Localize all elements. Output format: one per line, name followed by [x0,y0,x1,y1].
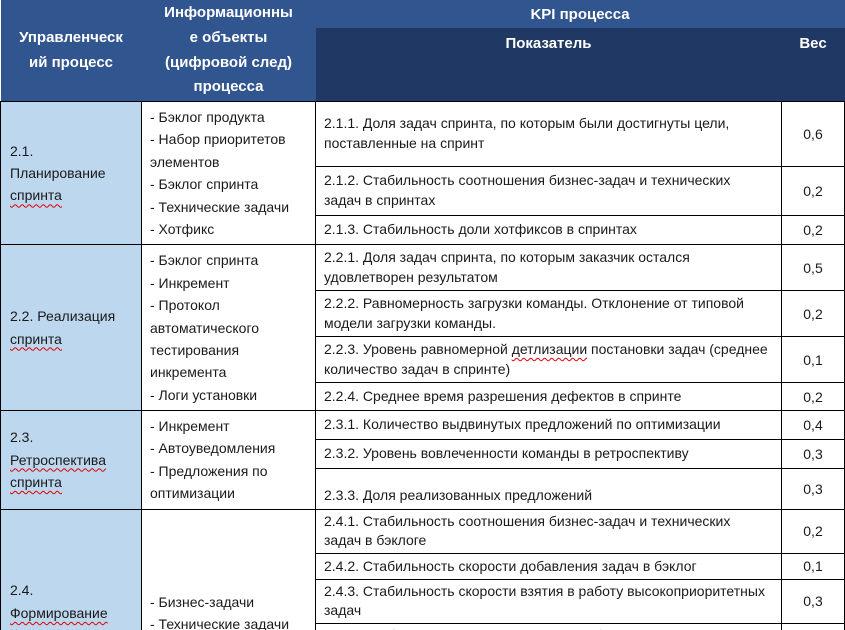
kpi-indicator-cell: 2.1.3. Стабильность доли хотфиксов в спр… [315,214,782,246]
info-object-item: - Бэклог продукта [150,109,265,125]
kpi-weight-cell: 0,2 [780,165,845,216]
info-object-item: - Инкремент [150,274,230,291]
misspelled-word: Ретроспектива [10,451,106,468]
kpi-row: 2.2.2. Равномерность загрузки команды. О… [1,290,845,338]
kpi-weight-cell: 0,3 [780,438,845,469]
column-header-indicator: Показатель [315,28,782,102]
column-header-kpi-group: KPI процесса [315,0,845,28]
header-row-sub: Показатель Вес [1,28,845,102]
process-cell: 2.1. Планирование спринта [0,100,142,246]
column-header-management-process: Управленческ ий процесс [0,0,142,102]
info-object-item: - Набор приоритетов элементов [150,131,286,170]
kpi-indicator-cell: 2.4.3. Стабильность скорости взятия в ра… [315,578,782,625]
column-header-weight: Вес [781,28,845,102]
info-object-item: - Технические задачи [150,198,290,215]
kpi-weight-cell: 0,1 [780,336,845,384]
process-cell: 2.3. Ретроспектива спринта [0,410,142,510]
kpi-row: 2.3.2. Уровень вовлеченности команды в р… [1,438,845,469]
info-object-item: - Технические задачи [150,616,290,630]
kpi-indicator-cell: 2.2.1. Доля задач спринта, по которым за… [315,244,782,292]
info-object-item: - Логи установки [150,386,258,403]
info-object-item: - Бизнес-задачи [150,593,255,610]
misspelled-word: спринта [10,187,62,204]
table-body: 2.1. Планирование спринта - Бэклог продук… [0,100,845,630]
kpi-weight-cell: 0,4 [780,410,845,440]
kpi-row: 2.4.3. Стабильность скорости взятия в ра… [1,578,845,625]
kpi-indicator-cell: 2.4.1. Стабильность соотношения бизнес-з… [315,508,782,554]
kpi-weight-cell: 0,1 [780,623,845,630]
kpi-row: 2.1. Планирование спринта - Бэклог продук… [0,100,845,246]
text-segment: продукта [60,627,122,630]
header-row-top: Управленческ ий процесс Информационны е … [0,0,845,102]
kpi-indicator-cell: 2.3.1. Количество выдвинутых предложений… [315,410,782,440]
text-segment: 2.4. [10,582,34,599]
info-objects-cell: - Бэклог продукта - Набор приоритетов эле… [141,100,316,246]
kpi-row: 2.1.3. Стабильность доли хотфиксов в спр… [1,214,845,246]
info-objects-cell: - Бэклог спринта - Инкремент - Протокол ав… [141,244,316,412]
process-cell: 2.2. Реализация спринта [0,244,142,412]
kpi-weight-cell: 0,2 [780,508,845,554]
kpi-weight-cell: 0,6 [780,101,845,167]
process-cell: 2.4. Формирование бэклога продукта [0,508,142,630]
kpi-weight-cell: 0,2 [780,290,845,338]
info-objects-cell: - Инкремент - Автоуведомления - Предложени… [141,410,316,510]
misspelled-word: спринта [10,474,62,491]
kpi-row: 2.4.4. Стабильность скорости взятия в ра… [1,623,845,630]
table-header: Управленческ ий процесс Информационны е … [0,0,845,102]
text-segment: 2.2. Реализация [10,308,116,325]
kpi-indicator-cell: 2.2.4. Среднее время разрешения дефектов… [315,382,782,412]
info-object-item: - Предложения по оптимизации [150,462,268,502]
kpi-indicator-cell: 2.2.3. Уровень равномерной детлизации по… [315,336,782,384]
info-object-item: - Бэклог спринта [150,176,259,193]
kpi-row: 2.2. Реализация спринта - Бэклог спринта -… [0,244,845,412]
kpi-indicator-cell: 2.3.3. Доля реализованных предложений [315,467,782,510]
kpi-weight-cell: 0,3 [780,578,845,625]
text-segment: 2.1. Планирование [10,142,106,181]
column-header-info-objects: Информационны е объекты (цифровой след) … [141,0,316,102]
kpi-weight-cell: 0,2 [780,382,845,412]
info-object-item: - Инкремент [150,418,230,435]
text-segment: постановки задач (среднее количество зад… [324,340,768,377]
misspelled-word: Формирование [10,604,108,621]
kpi-indicator-cell: 2.2.2. Равномерность загрузки команды. О… [315,290,782,338]
kpi-weight-cell: 0,1 [780,552,845,580]
kpi-indicator-cell: 2.4.2. Стабильность скорости добавления … [315,552,782,580]
info-object-item: - Протокол автоматического тестирования … [150,297,260,381]
kpi-indicator-cell: 2.3.2. Уровень вовлеченности команды в р… [315,438,782,469]
misspelled-word: бэклога [10,627,60,630]
kpi-indicator-cell: 2.1.2. Стабильность соотношения бизнес-з… [315,165,782,216]
kpi-row: 2.2.4. Среднее время разрешения дефектов… [1,382,845,412]
info-objects-cell: - Бизнес-задачи - Технические задачи [141,508,316,630]
kpi-row: 2.1.2. Стабильность соотношения бизнес-з… [1,165,845,216]
text-segment: 2.3. [10,429,34,446]
text-segment: 2.2.3. Уровень равномерной [324,340,512,357]
kpi-weight-cell: 0,3 [780,467,845,510]
kpi-row: 2.3. Ретроспектива спринта - Инкремент - А… [0,410,845,510]
kpi-row: 2.3.3. Доля реализованных предложений 0,3 [1,467,845,510]
info-object-item: - Бэклог спринта [150,252,259,269]
misspelled-word: детлизации [511,340,588,357]
kpi-weight-cell: 0,2 [780,214,845,246]
kpi-indicator-cell: 2.1.1. Доля задач спринта, по которым бы… [315,101,782,167]
kpi-weight-cell: 0,5 [780,244,845,292]
kpi-indicator-cell: 2.4.4. Стабильность скорости взятия в ра… [315,623,782,630]
kpi-row: 2.4. Формирование бэклога продукта- Бизн… [0,508,845,630]
info-object-item: - Автоуведомления [150,440,276,457]
info-object-item: - Хотфикс [150,220,215,237]
misspelled-word: спринта [10,330,62,347]
